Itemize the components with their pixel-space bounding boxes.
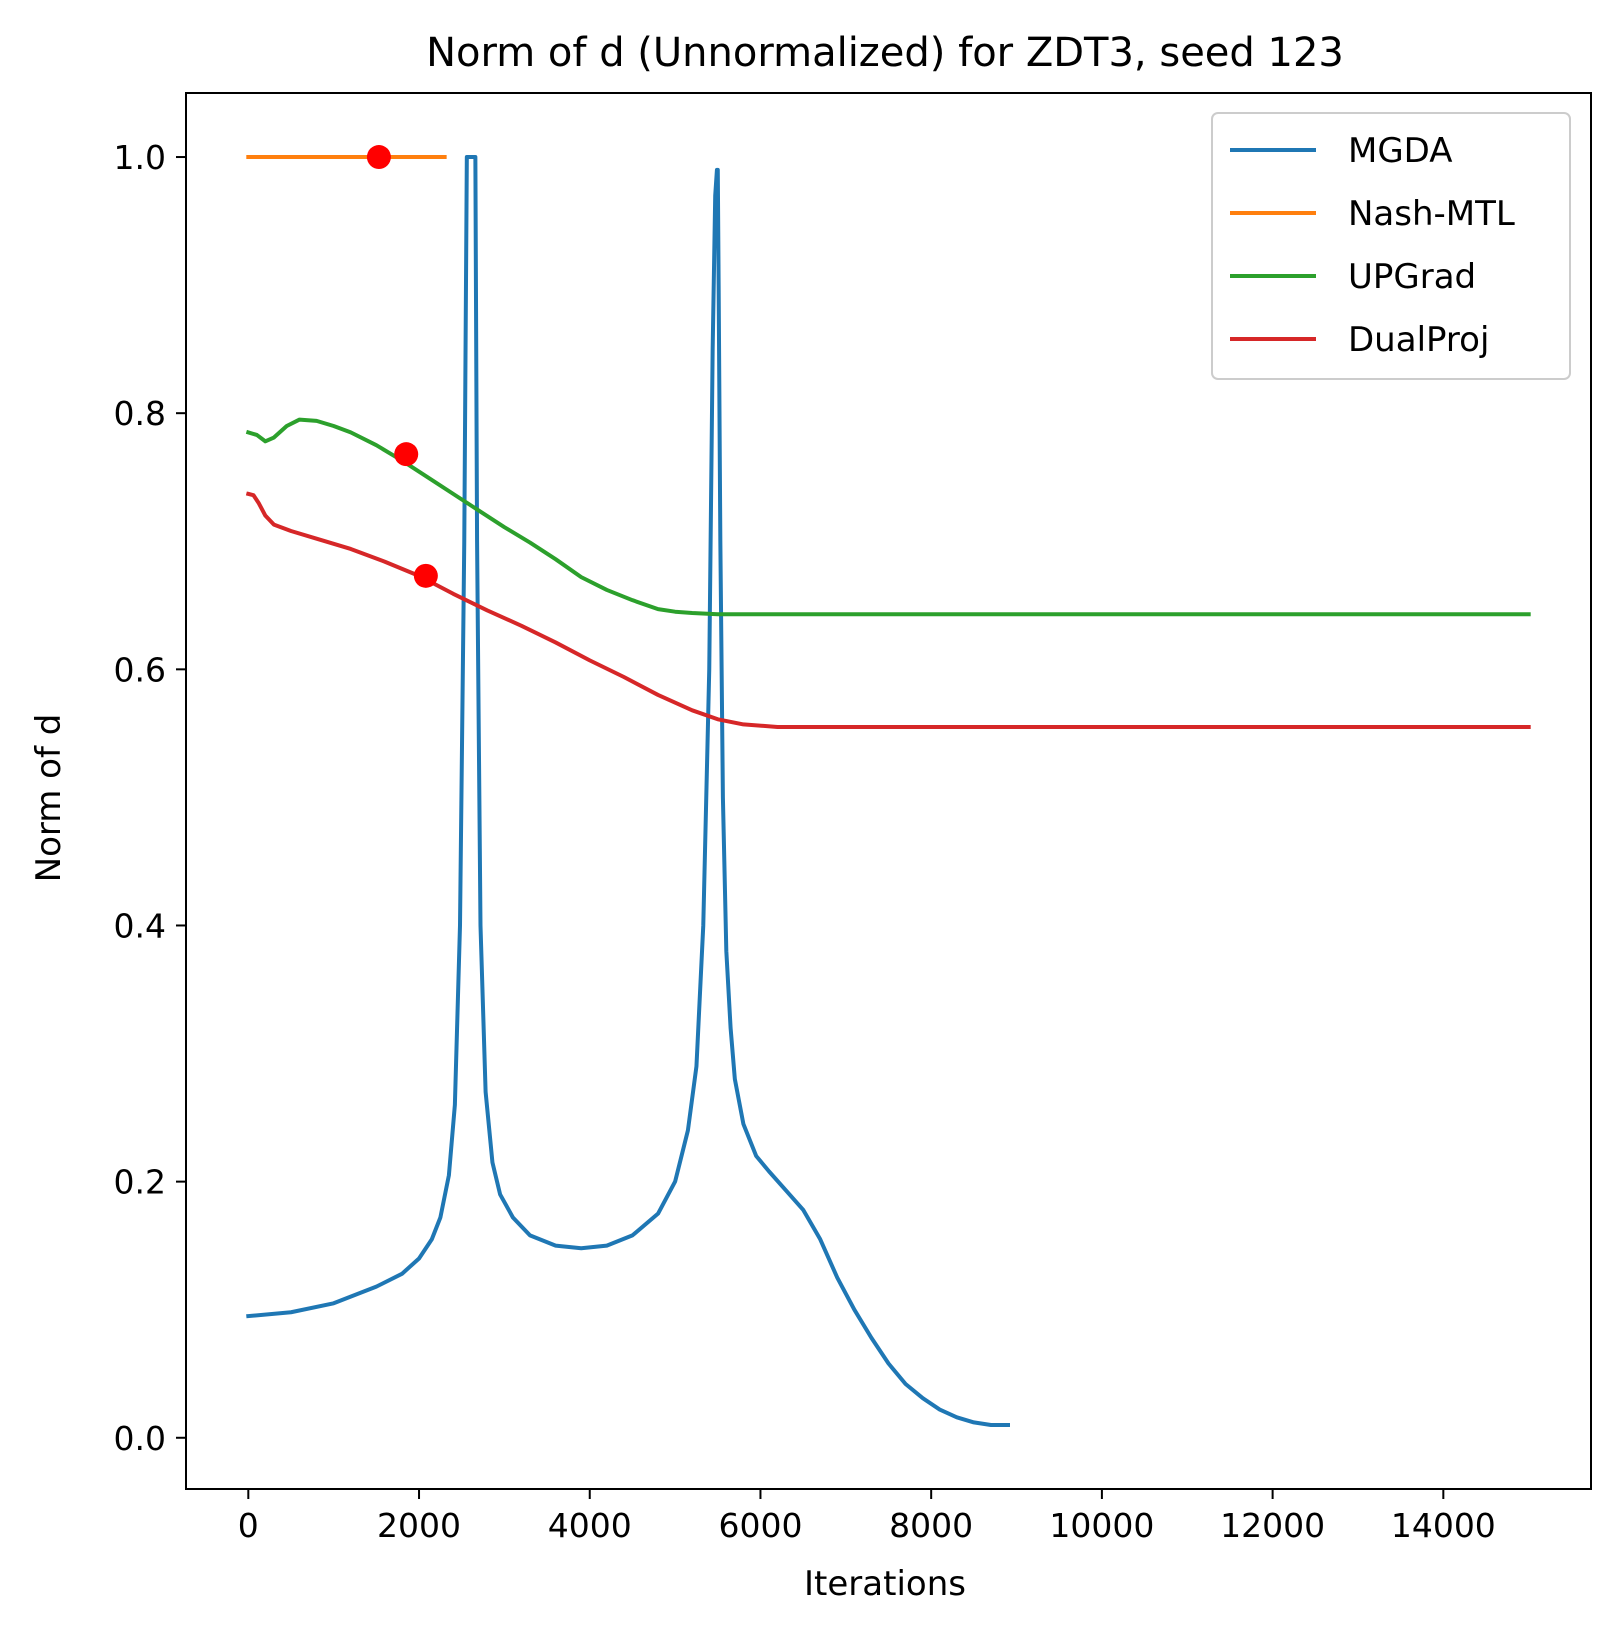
plot-area [245,145,1531,1427]
x-axis-label: Iterations [804,1564,966,1604]
chart-title: Norm of d (Unnormalized) for ZDT3, seed … [426,30,1344,76]
x-tick-label: 6000 [718,1506,802,1545]
series-line-upgrad [245,417,1531,617]
legend-box [1211,112,1571,380]
y-tick-label: 0.2 [114,1163,166,1202]
series-line-mgda [246,155,1010,1427]
x-tick-label: 10000 [1049,1506,1154,1545]
legend-label: MGDA [1348,131,1453,171]
x-tick-label: 14000 [1391,1506,1496,1545]
y-tick-label: 0.4 [114,906,166,945]
series-line-dualproj [245,491,1531,729]
axes: 0 2000 4000 6000 8000 10000 12000 14000 0.0 0.2 0.… [114,92,1592,1545]
y-tick-label: 0.0 [114,1419,166,1458]
legend-label: DualProj [1348,320,1489,360]
marker-nash-mtl [366,145,391,170]
y-tick-label: 0.8 [114,394,166,433]
x-tick-label: 0 [238,1506,259,1545]
legend-label: Nash-MTL [1348,194,1515,234]
x-tick-label: 2000 [377,1506,461,1545]
legend-label: UPGrad [1348,257,1476,297]
plot-frame [185,92,1592,1490]
y-tick-label: 0.6 [114,650,166,689]
x-tick-label: 4000 [548,1506,632,1545]
legend: MGDA Nash-MTL UPGrad DualProj [1211,112,1571,380]
marker-dualproj [413,563,438,588]
x-tick-label: 8000 [889,1506,973,1545]
x-tick-label: 12000 [1220,1506,1325,1545]
y-axis-label: Norm of d [29,714,69,883]
y-tick-label: 1.0 [114,138,166,177]
marker-upgrad [394,442,419,467]
series-lines [245,155,1531,1427]
